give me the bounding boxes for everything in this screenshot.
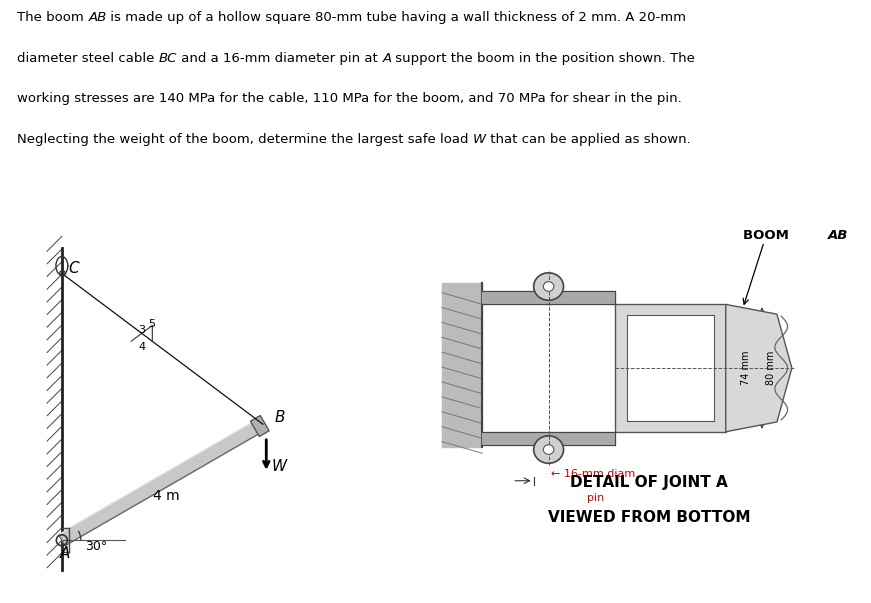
Text: BOOM: BOOM <box>743 229 793 242</box>
Text: AB: AB <box>828 229 848 242</box>
Circle shape <box>544 282 554 291</box>
Text: BC: BC <box>159 52 177 65</box>
Circle shape <box>534 436 564 463</box>
Text: B: B <box>274 410 285 425</box>
Text: 80 mm: 80 mm <box>766 351 776 385</box>
Text: W: W <box>473 133 486 146</box>
Polygon shape <box>58 418 266 546</box>
Text: W: W <box>272 459 287 473</box>
Circle shape <box>544 445 554 455</box>
Text: 4: 4 <box>138 342 145 352</box>
Text: 74 mm: 74 mm <box>740 351 751 385</box>
Text: VIEWED FROM BOTTOM: VIEWED FROM BOTTOM <box>548 510 750 525</box>
Circle shape <box>534 273 564 300</box>
Text: that can be applied as shown.: that can be applied as shown. <box>486 133 691 146</box>
Text: 30°: 30° <box>85 540 107 552</box>
Text: and a 16-mm diameter pin at: and a 16-mm diameter pin at <box>177 52 382 65</box>
Text: diameter steel cable: diameter steel cable <box>17 52 159 65</box>
Text: A: A <box>60 546 71 561</box>
Text: AB: AB <box>88 11 106 24</box>
Text: Neglecting the weight of the boom, determine the largest safe load: Neglecting the weight of the boom, deter… <box>17 133 473 146</box>
Text: 5: 5 <box>148 319 155 329</box>
Polygon shape <box>251 415 269 437</box>
Text: 3: 3 <box>138 326 145 335</box>
Text: support the boom in the position shown. The: support the boom in the position shown. … <box>391 52 695 65</box>
Text: The boom: The boom <box>17 11 88 24</box>
Text: A: A <box>382 52 391 65</box>
Bar <box>627 315 713 421</box>
Polygon shape <box>726 305 792 432</box>
Text: ← 16-mm diam.: ← 16-mm diam. <box>550 469 638 479</box>
Text: pin: pin <box>587 493 604 502</box>
Text: 4 m: 4 m <box>153 489 179 504</box>
Bar <box>615 305 726 432</box>
Text: C: C <box>68 262 78 276</box>
Text: is made up of a hollow square 80-mm tube having a wall thickness of 2 mm. A 20-m: is made up of a hollow square 80-mm tube… <box>106 11 686 24</box>
Text: working stresses are 140 MPa for the cable, 110 MPa for the boom, and 70 MPa for: working stresses are 140 MPa for the cab… <box>17 92 682 106</box>
Text: DETAIL OF JOINT A: DETAIL OF JOINT A <box>570 475 728 490</box>
